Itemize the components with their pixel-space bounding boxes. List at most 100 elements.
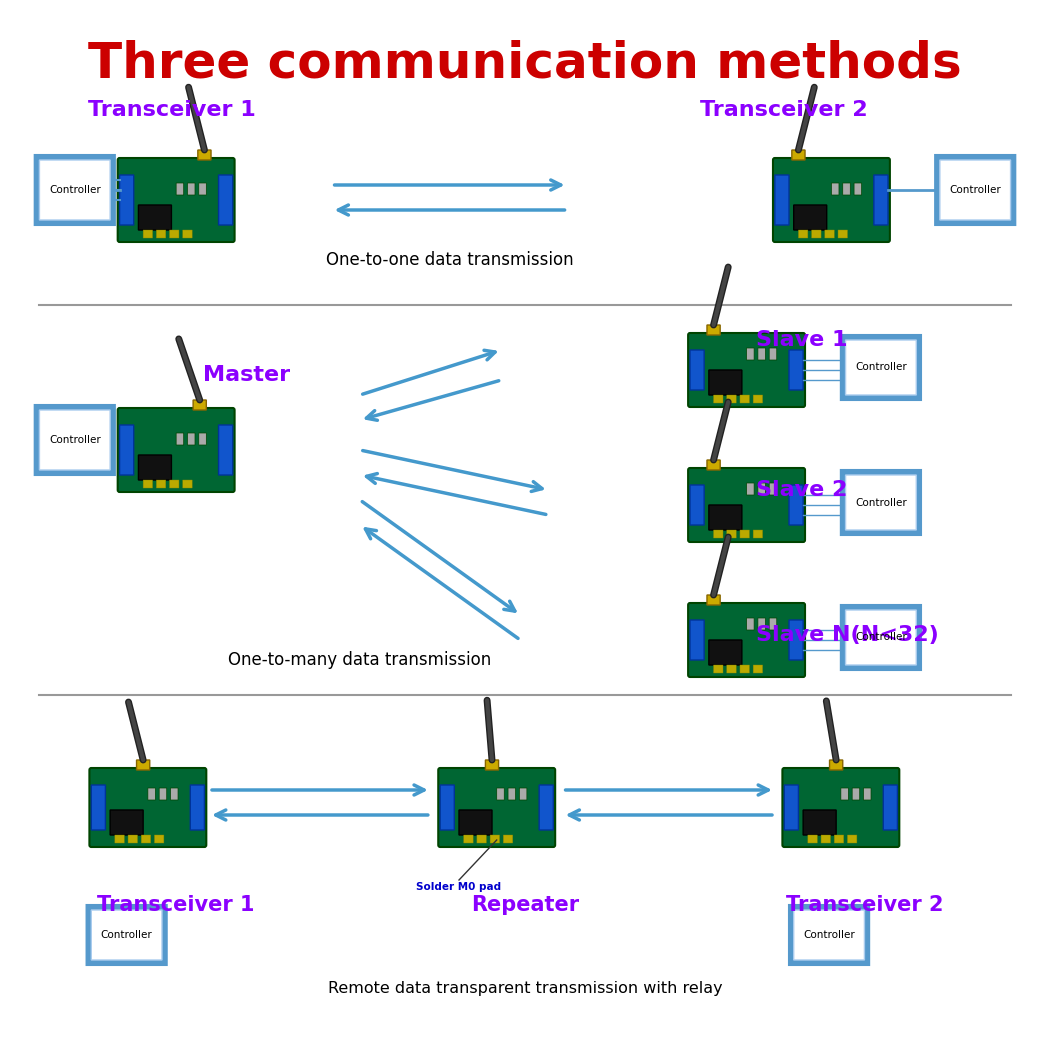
FancyBboxPatch shape: [841, 335, 921, 400]
FancyBboxPatch shape: [758, 348, 765, 360]
FancyBboxPatch shape: [688, 603, 805, 677]
FancyBboxPatch shape: [520, 788, 527, 800]
FancyBboxPatch shape: [690, 350, 705, 390]
FancyBboxPatch shape: [825, 230, 835, 238]
Text: One-to-one data transmission: One-to-one data transmission: [326, 251, 573, 269]
FancyBboxPatch shape: [477, 835, 486, 843]
FancyBboxPatch shape: [707, 326, 720, 335]
FancyBboxPatch shape: [758, 483, 765, 495]
FancyBboxPatch shape: [770, 618, 777, 630]
FancyBboxPatch shape: [143, 480, 152, 488]
FancyBboxPatch shape: [847, 835, 857, 843]
FancyBboxPatch shape: [709, 640, 742, 665]
FancyBboxPatch shape: [35, 405, 114, 475]
FancyBboxPatch shape: [747, 483, 754, 495]
FancyBboxPatch shape: [110, 810, 143, 835]
FancyBboxPatch shape: [727, 395, 736, 403]
Text: Remote data transparent transmission with relay: Remote data transparent transmission wit…: [328, 981, 722, 995]
Text: Repeater: Repeater: [471, 895, 579, 915]
FancyBboxPatch shape: [86, 905, 167, 965]
FancyBboxPatch shape: [170, 788, 178, 800]
FancyBboxPatch shape: [176, 183, 184, 195]
FancyBboxPatch shape: [497, 788, 504, 800]
FancyBboxPatch shape: [714, 665, 723, 673]
FancyBboxPatch shape: [803, 810, 836, 835]
FancyBboxPatch shape: [775, 175, 789, 225]
FancyBboxPatch shape: [118, 158, 234, 242]
FancyBboxPatch shape: [782, 768, 899, 847]
FancyBboxPatch shape: [753, 665, 762, 673]
FancyBboxPatch shape: [438, 768, 555, 847]
Text: Slave 2: Slave 2: [756, 480, 847, 500]
FancyBboxPatch shape: [936, 155, 1015, 225]
FancyBboxPatch shape: [845, 610, 917, 665]
FancyBboxPatch shape: [838, 230, 847, 238]
FancyBboxPatch shape: [688, 468, 805, 542]
FancyBboxPatch shape: [841, 788, 848, 800]
Text: Transceiver 2: Transceiver 2: [700, 100, 868, 120]
FancyBboxPatch shape: [770, 348, 777, 360]
FancyBboxPatch shape: [821, 835, 831, 843]
FancyBboxPatch shape: [709, 505, 742, 530]
FancyBboxPatch shape: [830, 760, 843, 770]
FancyBboxPatch shape: [459, 810, 492, 835]
FancyBboxPatch shape: [773, 158, 890, 242]
Text: Transceiver 2: Transceiver 2: [785, 895, 943, 915]
FancyBboxPatch shape: [183, 230, 192, 238]
FancyBboxPatch shape: [198, 183, 206, 195]
FancyBboxPatch shape: [747, 618, 754, 630]
FancyBboxPatch shape: [789, 620, 803, 660]
FancyBboxPatch shape: [690, 485, 705, 525]
FancyBboxPatch shape: [154, 835, 164, 843]
Text: Controller: Controller: [855, 632, 907, 643]
FancyBboxPatch shape: [176, 433, 184, 445]
Text: One-to-many data transmission: One-to-many data transmission: [229, 651, 491, 669]
FancyBboxPatch shape: [747, 348, 754, 360]
Text: Solder M0 pad: Solder M0 pad: [417, 882, 502, 892]
Text: Controller: Controller: [855, 362, 907, 373]
FancyBboxPatch shape: [91, 910, 162, 960]
FancyBboxPatch shape: [539, 785, 553, 830]
FancyBboxPatch shape: [508, 788, 516, 800]
Text: Transceiver 1: Transceiver 1: [87, 100, 255, 120]
FancyBboxPatch shape: [188, 433, 195, 445]
FancyBboxPatch shape: [789, 350, 803, 390]
Text: Master: Master: [204, 365, 291, 385]
FancyBboxPatch shape: [807, 835, 817, 843]
FancyBboxPatch shape: [740, 395, 750, 403]
FancyBboxPatch shape: [35, 155, 114, 225]
FancyBboxPatch shape: [198, 433, 206, 445]
FancyBboxPatch shape: [143, 230, 152, 238]
FancyBboxPatch shape: [40, 160, 110, 220]
FancyBboxPatch shape: [798, 230, 807, 238]
Text: Transceiver 1: Transceiver 1: [98, 895, 255, 915]
FancyBboxPatch shape: [740, 665, 750, 673]
FancyBboxPatch shape: [89, 768, 206, 847]
FancyBboxPatch shape: [160, 788, 167, 800]
Text: Three communication methods: Three communication methods: [88, 40, 962, 88]
FancyBboxPatch shape: [139, 205, 171, 230]
FancyBboxPatch shape: [770, 483, 777, 495]
FancyBboxPatch shape: [727, 665, 736, 673]
FancyBboxPatch shape: [169, 480, 179, 488]
FancyBboxPatch shape: [120, 425, 133, 475]
FancyBboxPatch shape: [863, 788, 871, 800]
Text: Controller: Controller: [949, 185, 1001, 195]
FancyBboxPatch shape: [707, 595, 720, 605]
FancyBboxPatch shape: [832, 183, 839, 195]
FancyBboxPatch shape: [490, 835, 500, 843]
Text: Controller: Controller: [855, 498, 907, 507]
Text: Slave N(N<32): Slave N(N<32): [756, 625, 939, 645]
FancyBboxPatch shape: [714, 530, 723, 538]
FancyBboxPatch shape: [883, 785, 898, 830]
Text: Controller: Controller: [101, 930, 152, 940]
FancyBboxPatch shape: [940, 160, 1010, 220]
FancyBboxPatch shape: [794, 205, 826, 230]
FancyBboxPatch shape: [690, 620, 705, 660]
FancyBboxPatch shape: [136, 760, 150, 770]
FancyBboxPatch shape: [688, 333, 805, 407]
FancyBboxPatch shape: [854, 183, 862, 195]
FancyBboxPatch shape: [120, 175, 133, 225]
FancyBboxPatch shape: [845, 475, 917, 530]
FancyBboxPatch shape: [169, 230, 179, 238]
